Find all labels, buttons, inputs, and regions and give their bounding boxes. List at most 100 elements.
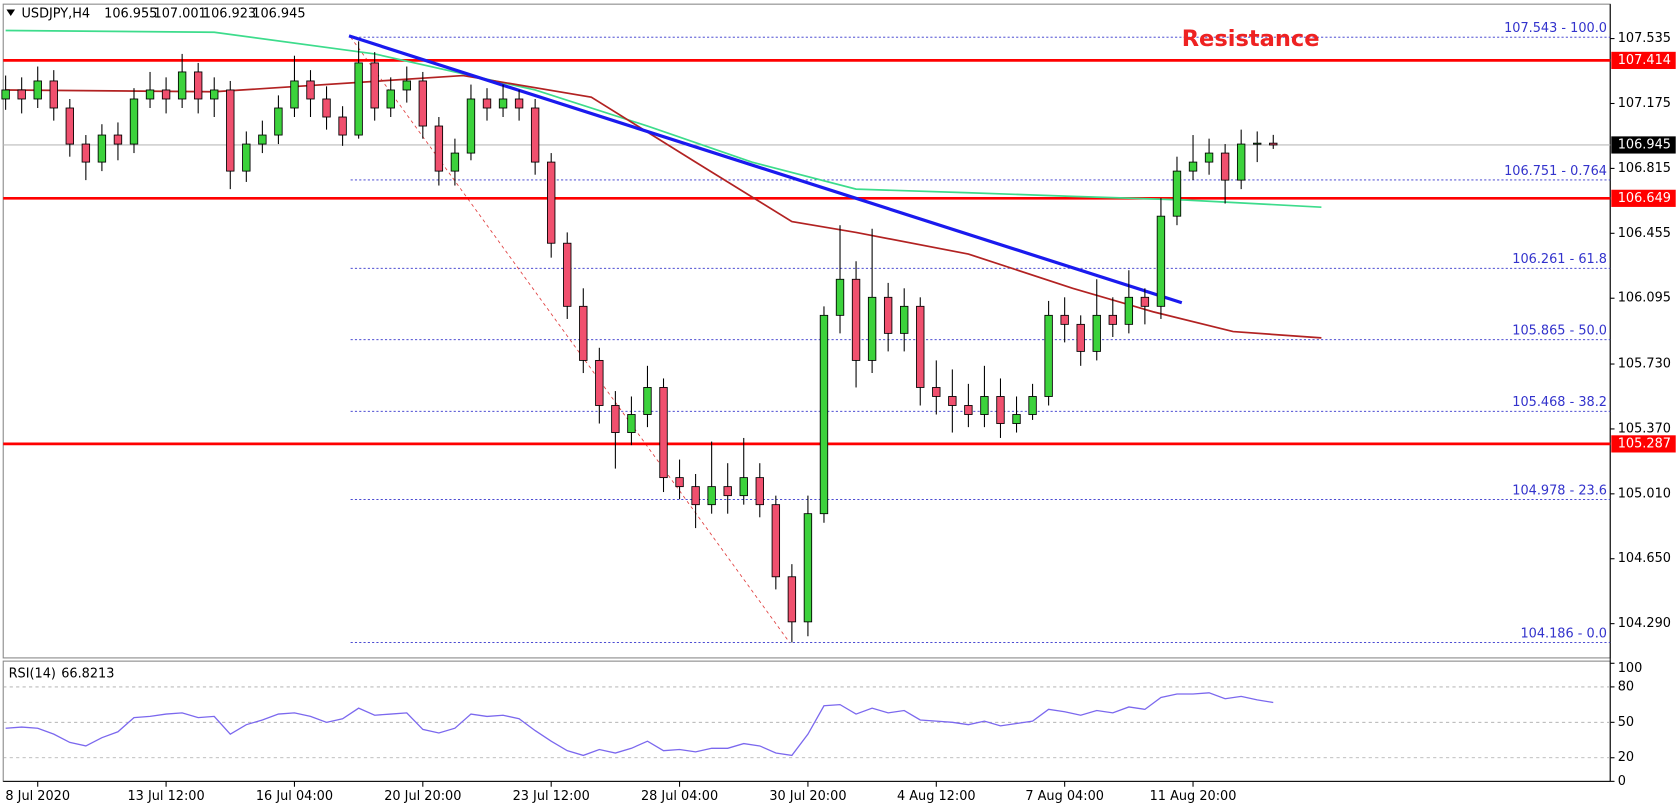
y-tick-label: 0 (1618, 774, 1626, 789)
candle-body (322, 98, 331, 118)
symbol-marker (6, 9, 16, 16)
x-tick-label: 11 Aug 20:00 (1150, 789, 1237, 804)
header-close: 106.945 (252, 6, 305, 21)
price-tag-label: 106.945 (1618, 137, 1671, 152)
candle-body (787, 576, 797, 623)
candle-body (402, 80, 411, 91)
y-tick-label: 100 (1618, 661, 1643, 676)
candle-body (739, 477, 748, 497)
level-tag (1611, 189, 1676, 207)
fib-label: 105.865 - 50.0 (1512, 324, 1607, 339)
candle-body (1204, 152, 1214, 163)
candle-body (900, 305, 909, 334)
x-tick-label: 8 Jul 2020 (5, 789, 70, 804)
candle-body (883, 296, 893, 334)
candle-body (450, 152, 460, 172)
candle-body (258, 134, 267, 145)
candle-body (1012, 414, 1021, 424)
candle-body (1, 89, 10, 100)
candle-body (81, 143, 91, 163)
x-tick-label: 30 Jul 20:00 (769, 789, 846, 804)
y-tick-label: 105.010 (1618, 486, 1671, 501)
candle-body (1108, 314, 1117, 325)
candle-body (1253, 142, 1262, 145)
candle-body (466, 98, 476, 154)
candle-body (177, 71, 187, 100)
candle-body (803, 513, 813, 623)
candle-body (1044, 314, 1053, 397)
resistance-annotation: Resistance (1182, 26, 1320, 52)
candle-body (354, 62, 363, 136)
fib-label: 104.978 - 23.6 (1512, 484, 1607, 499)
x-tick-label: 20 Jul 20:00 (384, 789, 461, 804)
y-tick-label: 104.290 (1618, 616, 1671, 631)
symbol-title: USDJPY,H4 (21, 6, 90, 21)
candle-body (113, 134, 123, 145)
candle-body (1124, 296, 1134, 325)
x-tick-label: 23 Jul 12:00 (513, 789, 590, 804)
candle-body (226, 89, 235, 172)
candle-body (49, 80, 58, 109)
fib-label: 107.543 - 100.0 (1504, 21, 1607, 36)
header-open: 106.955 (104, 6, 157, 21)
y-tick-label: 106.095 (1618, 291, 1671, 306)
candle-body (835, 278, 845, 316)
candle-body (65, 107, 74, 145)
candle-body (498, 98, 508, 109)
candle-body (306, 80, 315, 100)
y-tick-label: 107.175 (1618, 96, 1671, 111)
candle-body (851, 278, 861, 361)
y-tick-label: 20 (1618, 750, 1634, 765)
candle-body (1269, 142, 1278, 146)
candle-body (386, 89, 395, 109)
candle-body (867, 296, 877, 361)
candle-body (723, 486, 732, 497)
candle-body (964, 405, 973, 415)
candle-body (675, 477, 684, 488)
candle-body (482, 98, 492, 109)
candle-body (691, 486, 700, 506)
candle-body (274, 107, 283, 136)
y-tick-label: 104.650 (1618, 551, 1671, 566)
candle-body (659, 387, 668, 479)
candle-body (643, 387, 652, 415)
x-tick-label: 4 Aug 12:00 (897, 789, 976, 804)
candle-body (129, 98, 139, 145)
candle-body (771, 504, 781, 578)
candle-body (161, 89, 171, 100)
candle-layer (1, 41, 1278, 643)
candle-body (1236, 143, 1246, 181)
level-label: 105.287 (1618, 436, 1671, 451)
candle-body (996, 396, 1005, 424)
candle-body (418, 80, 428, 127)
candle-body (611, 405, 620, 433)
moving-average (5, 74, 1322, 339)
candle-body (1220, 152, 1230, 181)
fib-trend (350, 36, 790, 643)
candle-body (193, 71, 203, 100)
level-label: 107.414 (1618, 53, 1671, 68)
candle-body (916, 305, 925, 388)
candle-body (242, 143, 251, 172)
fib-label: 104.186 - 0.0 (1520, 626, 1607, 641)
candle-body (514, 98, 524, 109)
moving-average (5, 29, 1322, 209)
header-low: 106.923 (203, 6, 256, 21)
candle-body (97, 134, 107, 163)
candle-body (980, 396, 989, 415)
candle-body (1028, 396, 1037, 415)
candle-body (290, 80, 299, 109)
candle-body (434, 125, 444, 172)
x-tick-label: 28 Jul 04:00 (641, 789, 718, 804)
candle-body (1188, 161, 1198, 172)
candle-body (370, 62, 379, 109)
fib-label: 106.261 - 61.8 (1512, 252, 1607, 267)
candle-body (948, 396, 957, 406)
candle-body (627, 414, 636, 433)
candle-body (932, 387, 941, 397)
rsi-line (5, 692, 1274, 757)
candle-body (707, 486, 716, 506)
candle-body (1092, 314, 1101, 352)
line-layer (3, 29, 1611, 757)
